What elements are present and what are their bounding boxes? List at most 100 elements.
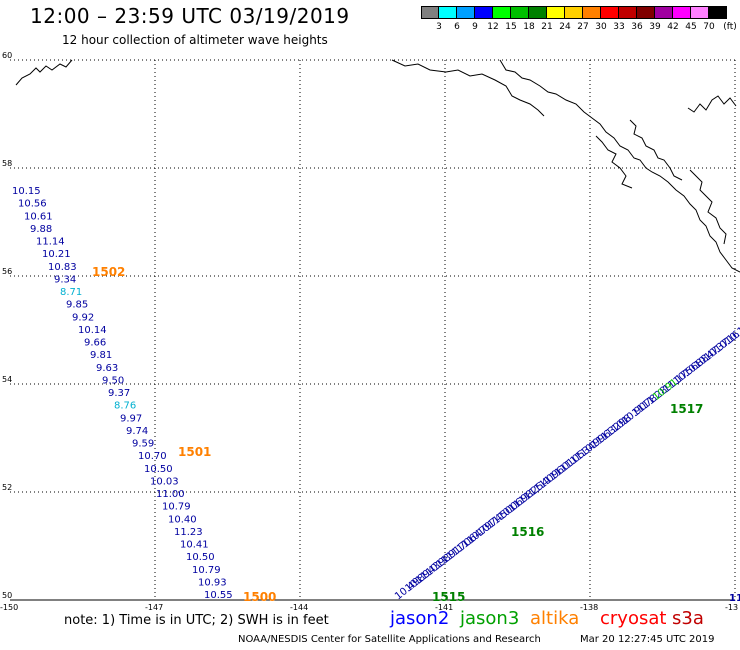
legend-swatch bbox=[619, 6, 637, 19]
satellite-jason2: jason2 bbox=[390, 608, 450, 629]
swh-value: 9.34 bbox=[54, 274, 76, 285]
lat-label: 52 bbox=[2, 483, 12, 492]
legend-swatch bbox=[601, 6, 619, 19]
coastline-islands-c bbox=[689, 169, 727, 245]
swh-value: 9.63 bbox=[96, 363, 118, 374]
legend-label: 21 bbox=[541, 22, 553, 32]
lat-label: 56 bbox=[2, 267, 12, 276]
legend-label: 18 bbox=[523, 22, 535, 32]
page-subtitle: 12 hour collection of altimeter wave hei… bbox=[62, 33, 328, 47]
lat-label: 54 bbox=[2, 375, 12, 384]
legend-swatch bbox=[673, 6, 691, 19]
pass-label: 1501 bbox=[178, 445, 211, 459]
lon-label: -141 bbox=[435, 603, 453, 612]
lon-label: -150 bbox=[0, 603, 18, 612]
swh-value: 10.93 bbox=[198, 577, 227, 588]
legend-label: 15 bbox=[505, 22, 517, 32]
legend-label: 39 bbox=[649, 22, 661, 32]
track-east: 10.4910.8911.4310.9811.9111.7011.6410.79… bbox=[393, 325, 740, 602]
lon-label: -147 bbox=[145, 603, 163, 612]
swh-value: 9.37 bbox=[108, 388, 130, 399]
legend-swatch bbox=[529, 6, 547, 19]
lat-label: 58 bbox=[2, 159, 12, 168]
legend-swatch bbox=[475, 6, 493, 19]
legend-label: 42 bbox=[667, 22, 679, 32]
graticule: 60 58 56 54 52 50 -150 -147 -144 -141 -138 -13 bbox=[0, 51, 738, 612]
swh-value: 10.83 bbox=[48, 262, 77, 273]
satellite-altika: altika bbox=[530, 608, 580, 629]
pass-label: 11 bbox=[729, 593, 740, 604]
coastline-islands-a bbox=[629, 119, 683, 181]
swh-value: 9.85 bbox=[66, 300, 88, 311]
legend-label: 27 bbox=[577, 22, 589, 32]
swh-value: 10.70 bbox=[138, 451, 167, 462]
pass-label: 1500 bbox=[243, 590, 276, 604]
satellite-cryosat: cryosat bbox=[600, 608, 667, 629]
swh-value: 10.15 bbox=[12, 186, 41, 197]
coastline-alaska-north bbox=[15, 59, 73, 86]
legend-swatch bbox=[421, 6, 439, 19]
coastline-gulf bbox=[391, 59, 545, 117]
legend-label: 24 bbox=[559, 22, 571, 32]
legend-swatch bbox=[493, 6, 511, 19]
swh-value: 8.71 bbox=[60, 287, 82, 298]
swh-value: 8.76 bbox=[114, 401, 136, 412]
legend-label: 45 bbox=[685, 22, 697, 32]
swh-value: 10.79 bbox=[162, 502, 191, 513]
legend-swatch bbox=[655, 6, 673, 19]
pass-labels: 1502 1501 1500 1517 1516 1515 11 bbox=[92, 265, 740, 604]
swh-value: 10.55 bbox=[204, 590, 233, 601]
swh-value: 10.50 bbox=[186, 552, 215, 563]
swh-value: 9.66 bbox=[84, 338, 106, 349]
pass-label: 1515 bbox=[432, 590, 465, 604]
legend-swatch bbox=[457, 6, 475, 19]
swh-value: 9.81 bbox=[90, 350, 112, 361]
swh-value: 9.74 bbox=[126, 426, 148, 437]
lat-label: 50 bbox=[2, 591, 12, 600]
swh-value: 11.00 bbox=[156, 489, 185, 500]
legend-label: 36 bbox=[631, 22, 643, 32]
swh-value: 9.59 bbox=[132, 439, 154, 450]
legend-unit: (ft) bbox=[723, 22, 737, 32]
swh-value: 10.14 bbox=[78, 325, 107, 336]
legend-swatch bbox=[547, 6, 565, 19]
lon-label: -13 bbox=[725, 603, 738, 612]
swh-value: 10.21 bbox=[42, 249, 71, 260]
legend-swatch bbox=[439, 6, 457, 19]
swh-value: 10.50 bbox=[144, 464, 173, 475]
legend-label: 33 bbox=[613, 22, 625, 32]
swh-value: 10.03 bbox=[150, 476, 179, 487]
coastline-islands-d bbox=[595, 135, 633, 189]
legend-swatch bbox=[583, 6, 601, 19]
legend-label: 9 bbox=[472, 22, 478, 32]
swh-value: 10.79 bbox=[192, 565, 221, 576]
page-title: 12:00 – 23:59 UTC 03/19/2019 bbox=[30, 4, 350, 28]
pass-label: 1502 bbox=[92, 265, 125, 279]
timestamp-text: Mar 20 12:27:45 UTC 2019 bbox=[580, 634, 715, 645]
pass-label: 1517 bbox=[670, 402, 703, 416]
pass-label: 1516 bbox=[511, 525, 544, 539]
swh-value: 10.40 bbox=[168, 514, 197, 525]
coastline-panhandle bbox=[499, 59, 740, 273]
satellite-s3a: s3a bbox=[672, 608, 704, 629]
legend-label: 3 bbox=[436, 22, 442, 32]
legend-swatch bbox=[565, 6, 583, 19]
coastline bbox=[15, 59, 740, 273]
swh-value: 10.41 bbox=[180, 540, 209, 551]
legend-swatch bbox=[637, 6, 655, 19]
legend-label: 6 bbox=[454, 22, 460, 32]
swh-value: 10.56 bbox=[18, 199, 47, 210]
lon-label: -138 bbox=[580, 603, 598, 612]
swh-value: 9.92 bbox=[72, 312, 94, 323]
legend-swatch bbox=[511, 6, 529, 19]
swh-value: 10.61 bbox=[24, 211, 53, 222]
legend-label: 70 bbox=[703, 22, 715, 32]
legend-swatch bbox=[691, 6, 709, 19]
legend-label: 30 bbox=[595, 22, 607, 32]
coastline-islands-b bbox=[687, 95, 737, 113]
swh-value: 11.23 bbox=[174, 527, 203, 538]
swh-value: 11.14 bbox=[36, 237, 65, 248]
swh-value: 9.97 bbox=[120, 413, 142, 424]
